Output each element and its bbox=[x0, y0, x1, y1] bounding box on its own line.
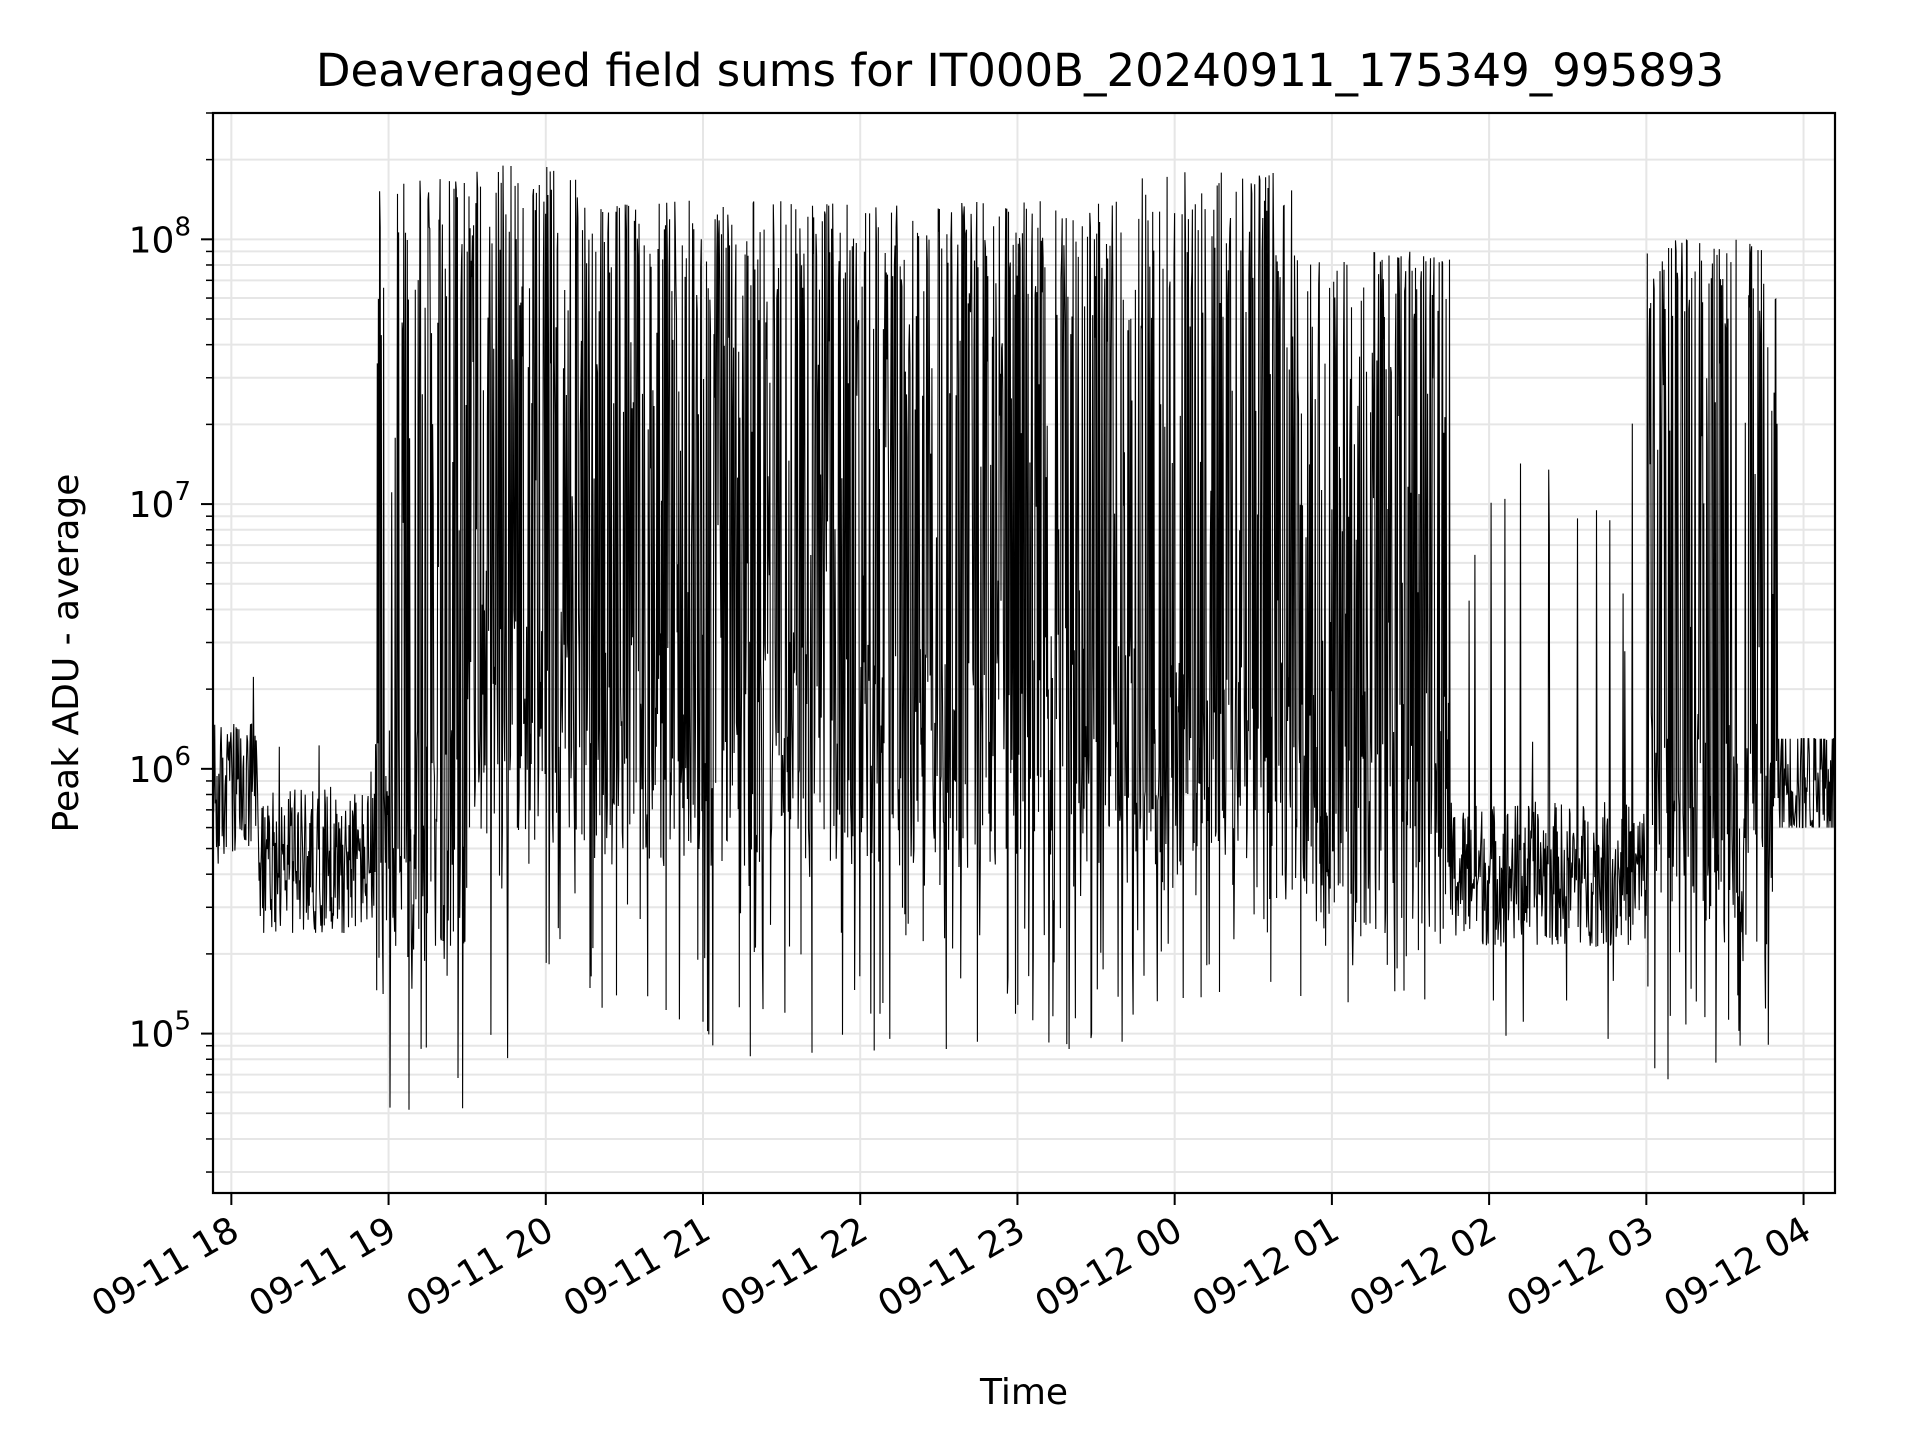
y-tick-label-base: 10 bbox=[129, 750, 175, 791]
y-tick-label-base: 10 bbox=[129, 220, 175, 261]
y-tick-label-exponent: 7 bbox=[174, 477, 191, 507]
y-tick-label-base: 10 bbox=[129, 485, 175, 526]
y-tick-label: 106 bbox=[129, 742, 191, 791]
y-tick-label-exponent: 5 bbox=[174, 1007, 191, 1037]
plot-frame bbox=[211, 111, 1837, 1195]
y-axis-label: Peak ADU - average bbox=[46, 474, 87, 833]
x-axis-label: Time bbox=[979, 1372, 1068, 1413]
y-tick-label-exponent: 6 bbox=[174, 742, 191, 772]
chart-title: Deaveraged field sums for IT000B_2024091… bbox=[316, 44, 1724, 97]
y-tick-label: 107 bbox=[129, 477, 191, 526]
y-tick-label: 108 bbox=[129, 212, 191, 261]
y-tick-label: 105 bbox=[129, 1007, 191, 1056]
series-line bbox=[212, 165, 1836, 1110]
series-trace bbox=[212, 165, 1836, 1110]
y-tick-label-base: 10 bbox=[129, 1015, 175, 1056]
y-tick-label-exponent: 8 bbox=[174, 212, 191, 242]
